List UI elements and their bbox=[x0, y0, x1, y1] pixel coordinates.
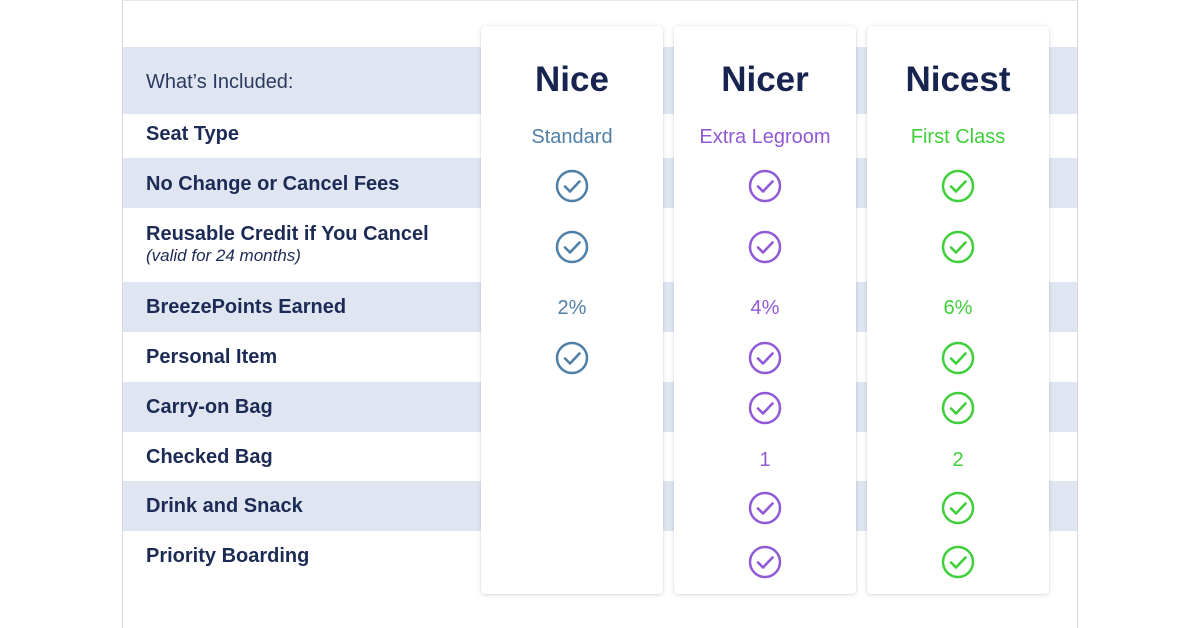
seat-type-nicer: Extra Legroom bbox=[699, 126, 831, 148]
checked-bag-nicer: 1 bbox=[759, 449, 771, 471]
row-label-reusable-credit: Reusable Credit if You Cancel (valid for… bbox=[146, 222, 429, 266]
row-label-no-change-fees: No Change or Cancel Fees bbox=[146, 173, 400, 195]
row-label-personal-item: Personal Item bbox=[146, 346, 278, 368]
plan-column-nice bbox=[481, 26, 663, 594]
plan-name-nicer: Nicer bbox=[721, 60, 809, 99]
check-circle-icon bbox=[941, 545, 975, 579]
breezepoints-nice: 2% bbox=[557, 297, 587, 319]
check-circle-icon bbox=[748, 545, 782, 579]
check-circle-icon bbox=[941, 341, 975, 375]
check-circle-icon bbox=[941, 230, 975, 264]
check-circle-icon bbox=[748, 169, 782, 203]
row-label-seat-type: Seat Type bbox=[146, 123, 239, 145]
seat-type-nicest: First Class bbox=[910, 126, 1006, 148]
check-circle-icon bbox=[748, 391, 782, 425]
check-circle-icon bbox=[555, 169, 589, 203]
reusable-credit-label: Reusable Credit if You Cancel bbox=[146, 223, 429, 245]
check-circle-icon bbox=[941, 391, 975, 425]
plan-column-nicest bbox=[867, 26, 1049, 594]
breezepoints-nicest: 6% bbox=[943, 297, 973, 319]
row-label-checked-bag: Checked Bag bbox=[146, 446, 273, 468]
seat-type-nice: Standard bbox=[531, 126, 613, 148]
row-label-carry-on: Carry-on Bag bbox=[146, 396, 273, 418]
row-label-drink-snack: Drink and Snack bbox=[146, 495, 303, 517]
reusable-credit-sublabel: (valid for 24 months) bbox=[146, 246, 301, 265]
plan-column-nicer bbox=[674, 26, 856, 594]
plan-name-nice: Nice bbox=[535, 60, 609, 99]
row-label-priority-boarding: Priority Boarding bbox=[146, 545, 310, 567]
check-circle-icon bbox=[748, 491, 782, 525]
check-circle-icon bbox=[941, 491, 975, 525]
check-circle-icon bbox=[748, 341, 782, 375]
check-circle-icon bbox=[748, 230, 782, 264]
check-circle-icon bbox=[941, 169, 975, 203]
plan-name-nicest: Nicest bbox=[905, 60, 1011, 99]
breezepoints-nicer: 4% bbox=[750, 297, 780, 319]
checked-bag-nicest: 2 bbox=[952, 449, 964, 471]
check-circle-icon bbox=[555, 341, 589, 375]
row-label-breezepoints: BreezePoints Earned bbox=[146, 296, 347, 318]
check-circle-icon bbox=[555, 230, 589, 264]
whats-included-heading: What’s Included: bbox=[146, 71, 294, 93]
